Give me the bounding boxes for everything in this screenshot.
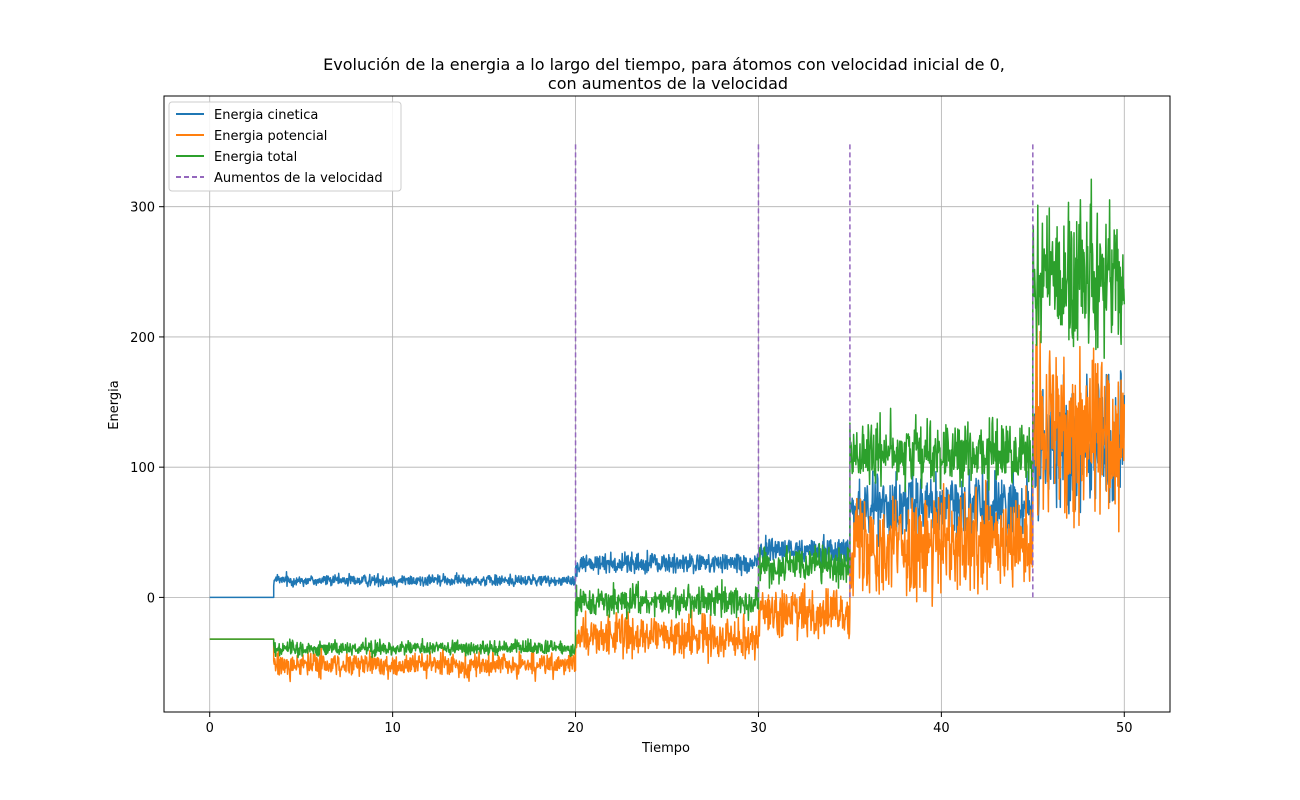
series-line-potential (209, 302, 1126, 683)
legend: Energia cinetica Energia potencial Energ… (168, 101, 402, 192)
y-tick-label: 300 (130, 201, 155, 216)
series-line-kinetic (209, 370, 1126, 599)
legend-box (168, 101, 402, 192)
plot-frame (163, 95, 1171, 713)
x-tick-label: 40 (933, 721, 950, 736)
x-axis-label: Tiempo (641, 741, 690, 756)
y-axis-label: Energia (107, 380, 122, 429)
y-tick-label: 200 (130, 331, 155, 346)
legend-label-potential: Energia potencial (214, 129, 327, 144)
legend-label-total: Energia total (214, 150, 297, 165)
legend-label-velocity-increase: Aumentos de la velocidad (214, 171, 383, 186)
chart-title: Evolución de la energia a lo largo del t… (323, 55, 1005, 74)
x-tick-label: 50 (1116, 721, 1133, 736)
y-tick-label: 0 (147, 591, 155, 606)
x-tick-label: 20 (567, 721, 584, 736)
x-tick-label: 0 (206, 721, 214, 736)
y-tick-label: 100 (130, 461, 155, 476)
x-tick-label: 10 (384, 721, 401, 736)
series-layer (209, 178, 1126, 683)
legend-label-kinetic: Energia cinetica (214, 108, 318, 123)
vline-layer (574, 141, 1034, 598)
ticks: 0 10 20 30 40 50 0 100 200 300 (130, 201, 1132, 736)
chart-title-line2: con aumentos de la velocidad (548, 74, 788, 93)
x-tick-label: 30 (750, 721, 767, 736)
series-line-total (209, 178, 1126, 659)
